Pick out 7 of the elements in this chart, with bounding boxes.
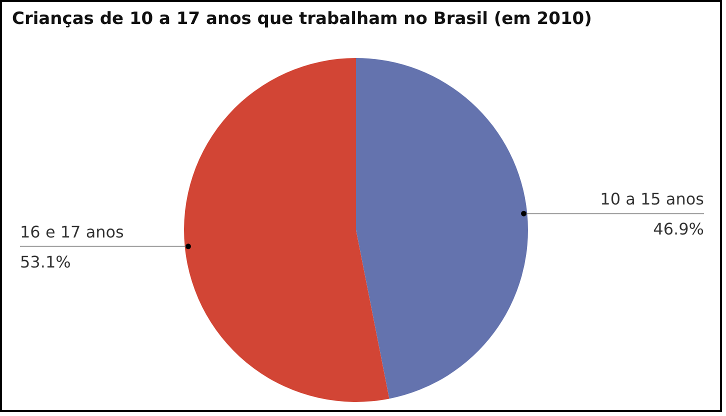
chart-title: Crianças de 10 a 17 anos que trabalham no Brasil (em 2010) <box>12 9 592 29</box>
data-label: 46.9% <box>653 220 704 239</box>
data-label: 53.1% <box>20 252 71 272</box>
pie-slice <box>184 58 390 402</box>
pie-slice <box>356 58 528 399</box>
slice-label: 10 a 15 anos <box>600 190 704 209</box>
slice-label: 16 e 17 anos <box>20 222 124 242</box>
